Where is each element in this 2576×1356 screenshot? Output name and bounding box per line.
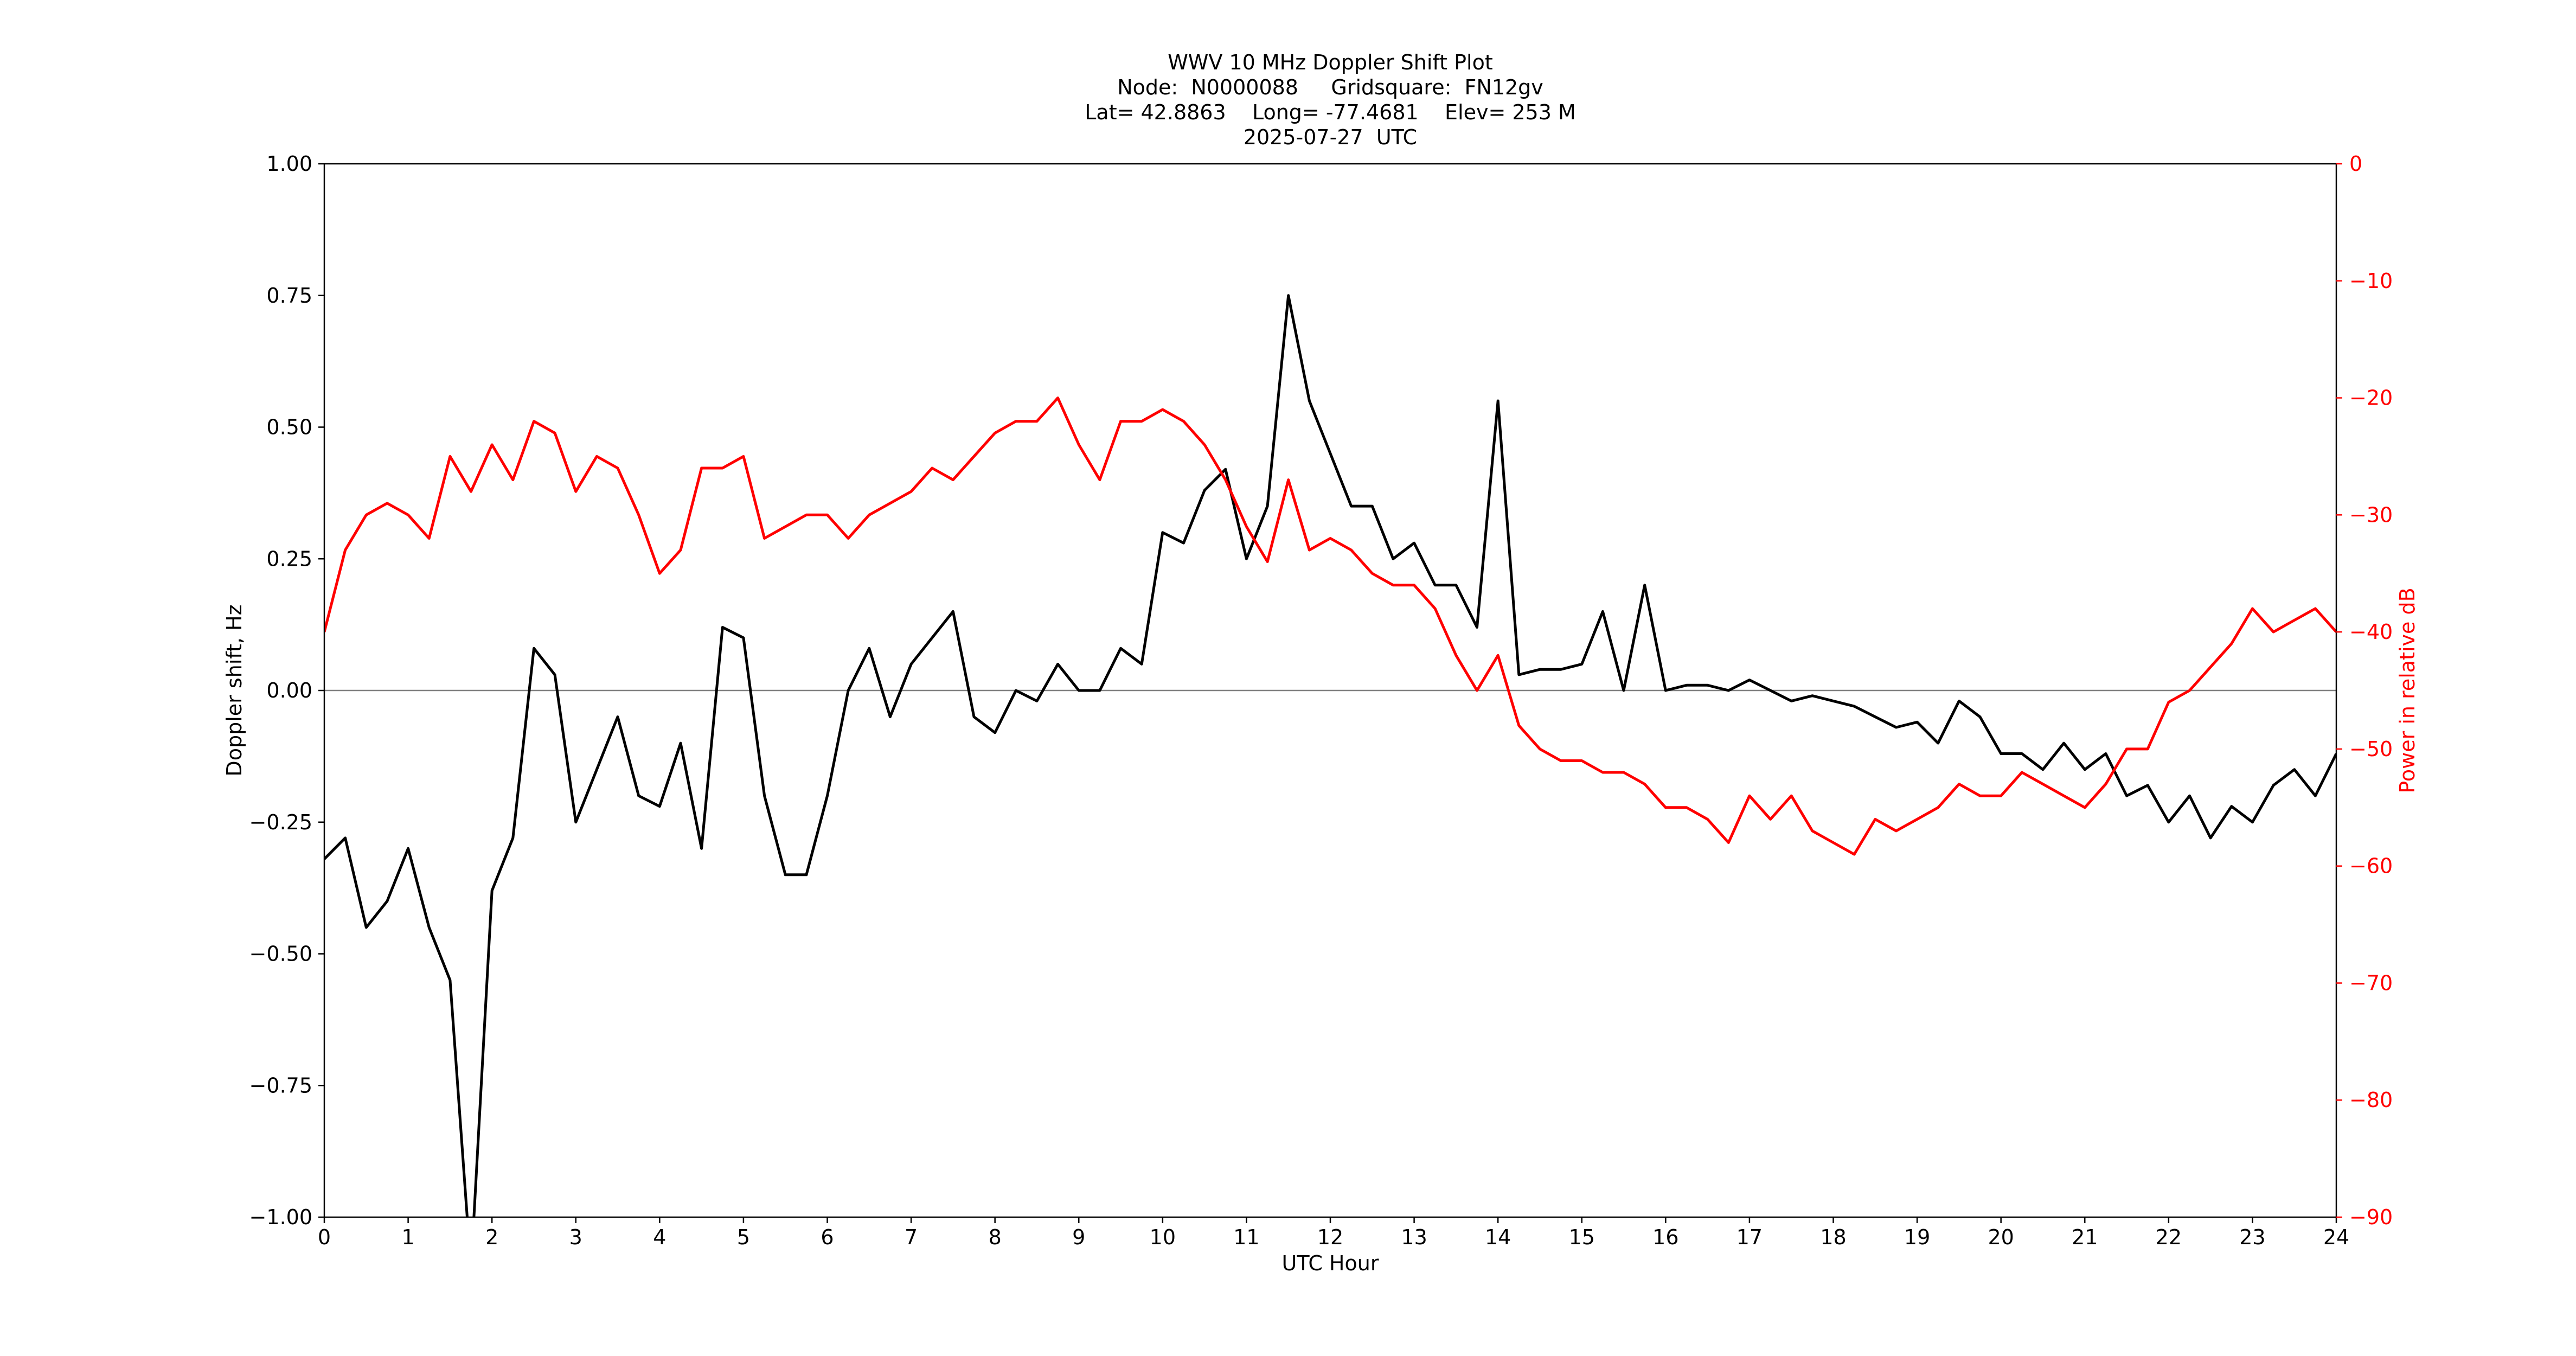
x-tick-label: 2: [485, 1225, 498, 1249]
y-tick-label: 0.25: [266, 547, 312, 571]
y-tick-label: −0.25: [249, 810, 312, 834]
chart-title: 2025-07-27 UTC: [1244, 125, 1417, 149]
x-tick-label: 23: [2239, 1225, 2265, 1249]
x-tick-label: 16: [1652, 1225, 1678, 1249]
x-tick-label: 22: [2156, 1225, 2182, 1249]
x-tick-label: 9: [1072, 1225, 1085, 1249]
y-tick-label: 0.75: [266, 284, 312, 308]
chart-title: Lat= 42.8863 Long= -77.4681 Elev= 253 M: [1085, 100, 1576, 124]
y2-tick-label: −70: [2349, 971, 2393, 995]
y-tick-label: 0.50: [266, 415, 312, 439]
y-tick-label: −0.50: [249, 942, 312, 966]
y2-tick-label: −10: [2349, 269, 2393, 293]
x-tick-label: 18: [1820, 1225, 1846, 1249]
y2-tick-label: −30: [2349, 503, 2393, 527]
x-tick-label: 13: [1401, 1225, 1427, 1249]
chart-title: Node: N0000088 Gridsquare: FN12gv: [1117, 75, 1543, 99]
y-tick-label: −0.75: [249, 1073, 312, 1097]
y2-tick-label: −60: [2349, 854, 2393, 878]
y-tick-label: −1.00: [249, 1205, 312, 1229]
x-tick-label: 10: [1150, 1225, 1176, 1249]
x-tick-label: 14: [1485, 1225, 1511, 1249]
y2-tick-label: −90: [2349, 1205, 2393, 1229]
x-tick-label: 20: [1988, 1225, 2014, 1249]
x-tick-label: 5: [737, 1225, 750, 1249]
x-tick-label: 15: [1569, 1225, 1595, 1249]
x-tick-label: 19: [1904, 1225, 1930, 1249]
y2-axis-label: Power in relative dB: [2395, 587, 2419, 793]
x-tick-label: 7: [905, 1225, 918, 1249]
x-axis-label: UTC Hour: [1282, 1251, 1379, 1275]
x-tick-label: 8: [989, 1225, 1002, 1249]
y2-tick-label: −80: [2349, 1088, 2393, 1112]
x-tick-label: 0: [318, 1225, 331, 1249]
y-tick-label: 1.00: [266, 152, 312, 176]
x-tick-label: 3: [569, 1225, 582, 1249]
y-tick-label: 0.00: [266, 679, 312, 702]
data-line: [324, 396, 2336, 856]
y2-tick-label: 0: [2349, 152, 2362, 176]
x-tick-label: 1: [401, 1225, 414, 1249]
x-tick-label: 12: [1317, 1225, 1343, 1249]
x-tick-label: 4: [653, 1225, 666, 1249]
x-tick-label: 11: [1233, 1225, 1259, 1249]
y2-tick-label: −20: [2349, 386, 2393, 410]
chart-title: WWV 10 MHz Doppler Shift Plot: [1168, 50, 1493, 74]
data-line: [324, 294, 2336, 1217]
x-tick-label: 24: [2323, 1225, 2349, 1249]
x-tick-label: 21: [2072, 1225, 2098, 1249]
y-axis-label: Doppler shift, Hz: [222, 604, 246, 776]
x-tick-label: 6: [821, 1225, 834, 1249]
x-tick-label: 17: [1736, 1225, 1763, 1249]
y2-tick-label: −50: [2349, 737, 2393, 761]
y2-tick-label: −40: [2349, 620, 2393, 644]
plot-area: [324, 294, 2336, 1217]
